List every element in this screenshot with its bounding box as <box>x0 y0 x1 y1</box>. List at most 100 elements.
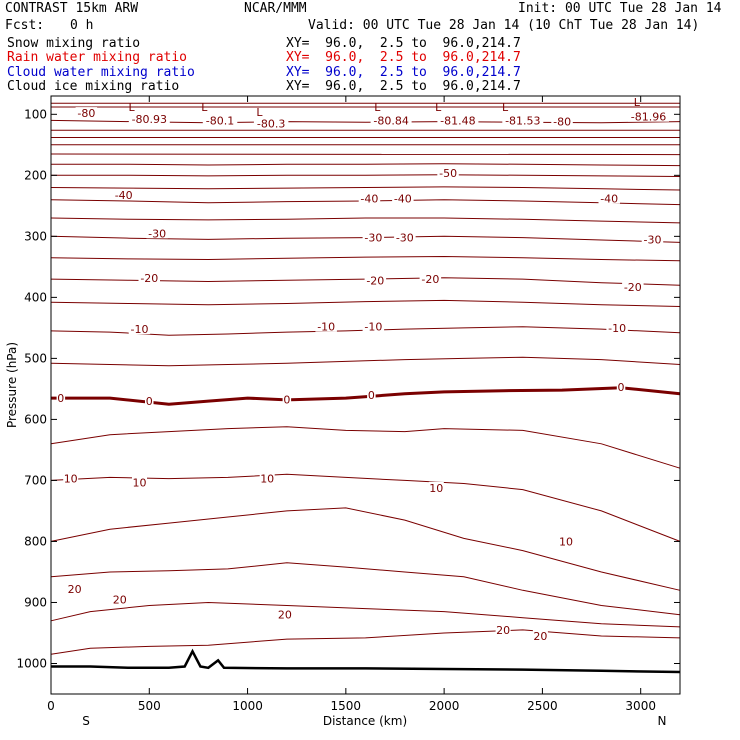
contour-label-bg <box>622 281 644 292</box>
contour-label: 20 <box>113 593 127 606</box>
y-tick-label: 100 <box>24 107 47 121</box>
contour-line--15 <box>50 299 681 307</box>
contour-label-bg <box>495 623 511 635</box>
contour-label-bg <box>502 114 544 126</box>
y-tick-label: 600 <box>24 412 47 426</box>
contour-line--45 <box>50 186 681 191</box>
contour-label-bg <box>75 107 98 119</box>
contour-label: -20 <box>366 274 384 287</box>
contour-label: -20 <box>140 272 158 285</box>
contour-label-bg <box>315 320 337 332</box>
contour-label: -40 <box>394 193 412 206</box>
fcst-label: Fcst: <box>5 18 45 33</box>
contour-label-bg <box>146 227 168 239</box>
contour-label: -80.3 <box>257 118 285 131</box>
contour-label-bg <box>370 114 412 126</box>
contour-label-bg <box>362 231 385 243</box>
contour-label-bg <box>112 593 128 605</box>
contour-label: -30 <box>396 232 414 245</box>
contour-label-bg <box>551 115 573 127</box>
x-tick-label: 3000 <box>625 699 656 713</box>
contour-line-0 <box>51 386 681 406</box>
contour-label: -10 <box>608 322 626 335</box>
contour-label: 0 <box>618 381 625 394</box>
field-xy-cloudice: XY= 96.0, 2.5 to 96.0,214.7 <box>286 79 521 94</box>
y-tick-label: 200 <box>24 168 47 182</box>
contour-label-bg <box>145 395 154 407</box>
contour-label: -50 <box>439 167 457 180</box>
contour-label: -80 <box>553 116 571 129</box>
contour-label-bg <box>259 472 275 484</box>
low-marker: L <box>129 101 136 114</box>
y-axis-label: Pressure (hPa) <box>5 342 19 428</box>
fcst-value: 0 h <box>70 18 94 33</box>
y-tick-label: 700 <box>24 473 47 487</box>
contour-label: -81.48 <box>440 114 475 127</box>
contour-labels: -80 -80.93 -80.1 -80.3 -80.84 -81.48 -81.53 -80… <box>56 96 669 643</box>
x-tick-label: 2000 <box>429 699 460 713</box>
low-marker: L <box>634 96 641 109</box>
field-name-cloudice: Cloud ice mixing ratio <box>7 79 180 94</box>
init-time: Init: 00 UTC Tue 28 Jan 14 <box>518 1 722 16</box>
contour-label-bg <box>428 481 444 493</box>
contour-label: 0 <box>57 392 64 405</box>
low-marker: L <box>256 106 263 119</box>
x-tick-label: 1500 <box>331 699 362 713</box>
terrain-layer <box>51 648 681 674</box>
contour-label: -10 <box>364 321 382 334</box>
contour-label-bg <box>358 192 381 204</box>
low-marker: L <box>201 101 208 114</box>
contour-label: -80 <box>77 107 95 120</box>
field-xy-rain: XY= 96.0, 2.5 to 96.0,214.7 <box>286 50 521 65</box>
contour-label: 20 <box>533 630 547 643</box>
contour-label-bg <box>138 271 160 283</box>
contour-line--10 <box>50 326 681 336</box>
contour-label: -30 <box>148 227 166 240</box>
contour-label: 10 <box>260 473 274 486</box>
contour-label: 20 <box>496 624 510 637</box>
contour-label: -20 <box>421 273 439 286</box>
field-name-snow: Snow mixing ratio <box>7 36 141 51</box>
low-marker: L <box>435 101 442 114</box>
contour-label: 10 <box>429 482 443 495</box>
contour-label-bg <box>63 472 79 484</box>
contour-label: -20 <box>624 281 642 294</box>
contour-line-10 <box>50 562 681 616</box>
title-left: CONTRAST 15km ARW <box>5 1 139 16</box>
contour-label-bg <box>616 381 626 393</box>
contour-label-bg <box>598 192 620 204</box>
contour-label: -10 <box>131 323 149 336</box>
contour-label: -80.1 <box>206 114 234 127</box>
contour-label-bg <box>419 273 442 285</box>
y-tick-label: 1000 <box>16 657 47 671</box>
contour-line--55 <box>51 163 681 167</box>
contour-line--50 <box>51 174 681 177</box>
contour-label-bg <box>641 233 664 245</box>
contour-label: 10 <box>559 535 573 548</box>
contour-label: -30 <box>364 232 382 245</box>
contour-label-bg <box>128 113 170 125</box>
contour-label-bg <box>128 323 151 335</box>
contour-label-bg <box>132 476 147 488</box>
field-xy-snow: XY= 96.0, 2.5 to 96.0,214.7 <box>286 36 521 51</box>
terrain-line <box>51 648 681 674</box>
contour-label-bg <box>277 608 293 620</box>
contour-label: 20 <box>278 609 292 622</box>
contour-label-bg <box>532 630 548 641</box>
low-marker: L <box>374 101 381 114</box>
field-name-rain: Rain water mixing ratio <box>7 50 188 65</box>
contour-label: 20 <box>68 583 82 596</box>
y-tick-label: 400 <box>24 290 47 304</box>
contour-label: -40 <box>360 193 378 206</box>
contour-line--60 <box>50 153 681 156</box>
contour-label-bg <box>67 583 83 594</box>
y-tick-label: 800 <box>24 534 47 548</box>
x-axis-label: Distance (km) <box>323 714 407 728</box>
contour-label: -80.93 <box>132 113 167 126</box>
contour-line-15 <box>50 601 681 628</box>
contour-label-bg <box>253 117 289 129</box>
field-name-cloudwater: Cloud water mixing ratio <box>7 65 195 80</box>
contour-line-5 <box>50 507 681 591</box>
contour-label-bg <box>362 320 385 332</box>
